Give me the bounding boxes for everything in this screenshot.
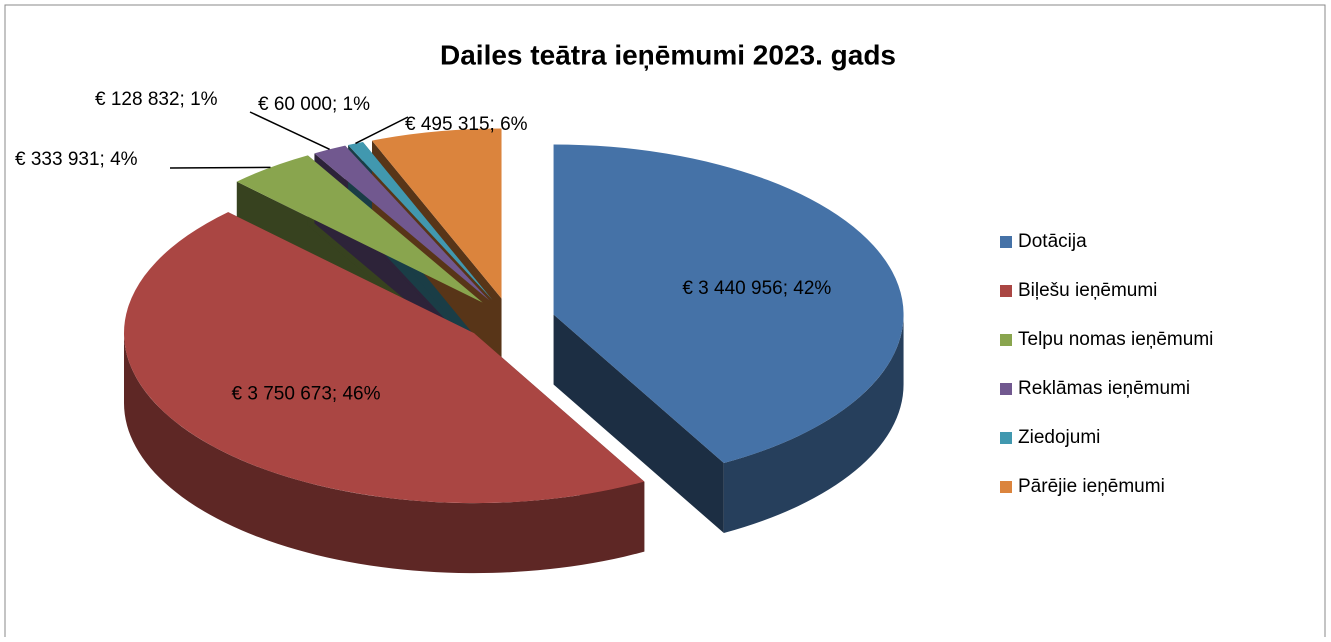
data-label: € 128 832; 1% <box>95 89 218 110</box>
data-label: € 3 440 956; 42% <box>682 278 831 299</box>
legend-label: Dotācija <box>1018 231 1087 252</box>
leader-line <box>355 116 409 145</box>
data-label: € 333 931; 4% <box>15 149 138 170</box>
legend-swatch <box>1000 236 1012 248</box>
legend-label: Biļešu ieņēmumi <box>1018 280 1157 301</box>
slice-wall <box>723 314 904 534</box>
data-label: € 495 315; 6% <box>405 114 528 135</box>
leader-line <box>169 166 271 169</box>
data-label: € 3 750 673; 46% <box>232 383 381 404</box>
data-label: € 60 000; 1% <box>258 94 370 115</box>
legend-swatch <box>1000 334 1012 346</box>
slice <box>348 141 493 300</box>
legend-swatch <box>1000 285 1012 297</box>
slice <box>236 155 483 303</box>
slice-side <box>553 314 724 534</box>
legend-swatch <box>1000 432 1012 444</box>
slice <box>371 128 502 299</box>
slice <box>553 144 904 464</box>
legend-label: Ziedojumi <box>1018 427 1100 448</box>
legend-label: Pārējie ieņēmumi <box>1018 476 1165 497</box>
slice <box>124 212 645 504</box>
legend-label: Telpu nomas ieņēmumi <box>1018 329 1213 350</box>
legend-label: Reklāmas ieņēmumi <box>1018 378 1190 399</box>
chart-title: Dailes teātra ieņēmumi 2023. gads <box>440 39 896 70</box>
slice <box>314 145 490 301</box>
slice-wall <box>124 333 645 574</box>
leader-line <box>249 111 330 151</box>
legend-swatch <box>1000 481 1012 493</box>
legend-swatch <box>1000 383 1012 395</box>
